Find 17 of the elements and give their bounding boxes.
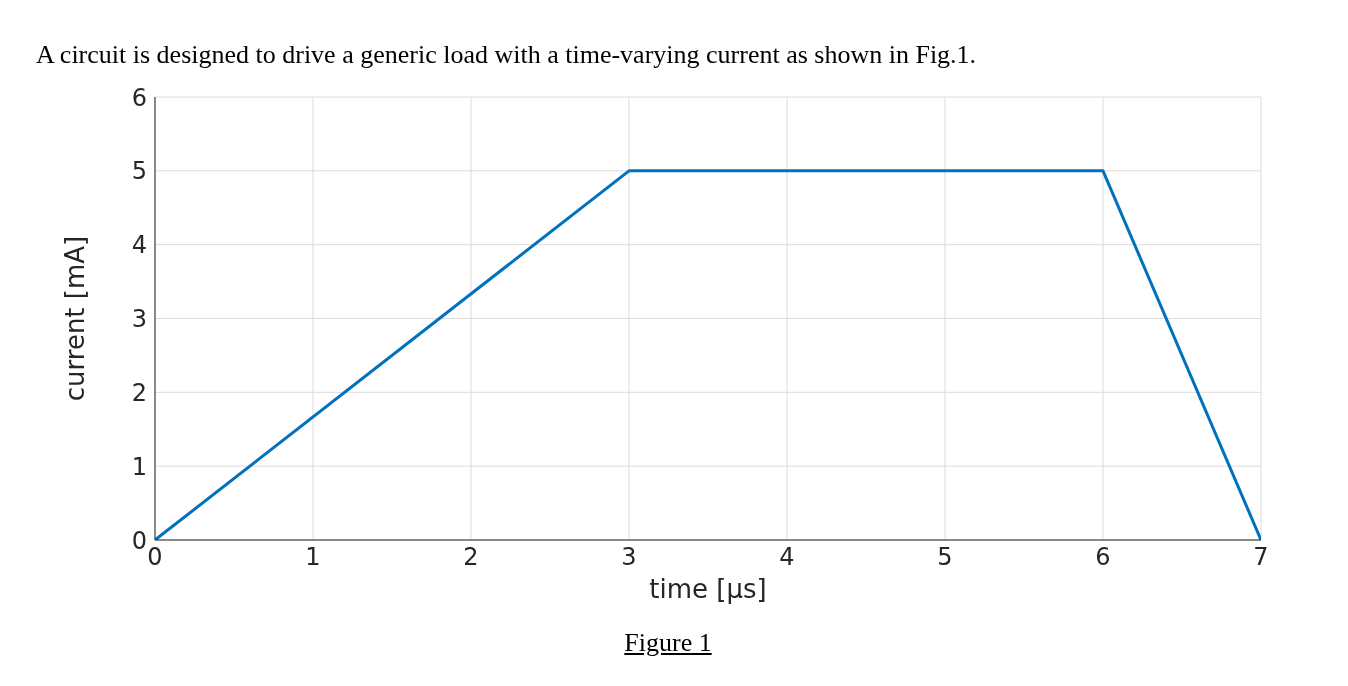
y-tick-label: 1 <box>131 452 147 481</box>
y-tick-label: 4 <box>131 231 147 260</box>
y-tick-label: 5 <box>131 157 147 186</box>
y-tick-label: 6 <box>131 83 147 112</box>
x-tick-label: 7 <box>1253 543 1269 572</box>
x-tick-label: 3 <box>621 543 637 572</box>
x-tick-label: 5 <box>937 543 953 572</box>
x-tick-label: 4 <box>779 543 795 572</box>
x-tick-label: 6 <box>1095 543 1111 572</box>
y-axis-title: current [mA] <box>60 235 91 402</box>
x-tick-label: 2 <box>463 543 479 572</box>
y-tick-label: 2 <box>131 378 147 407</box>
x-tick-label: 1 <box>305 543 321 572</box>
x-axis-title: time [μs] <box>649 574 767 604</box>
chart-title: A circuit is designed to drive a generic load with a time-varying current as shown in Fig.1. <box>36 40 977 70</box>
y-tick-label: 3 <box>131 305 147 334</box>
caption: Figure 1 <box>623 628 713 658</box>
